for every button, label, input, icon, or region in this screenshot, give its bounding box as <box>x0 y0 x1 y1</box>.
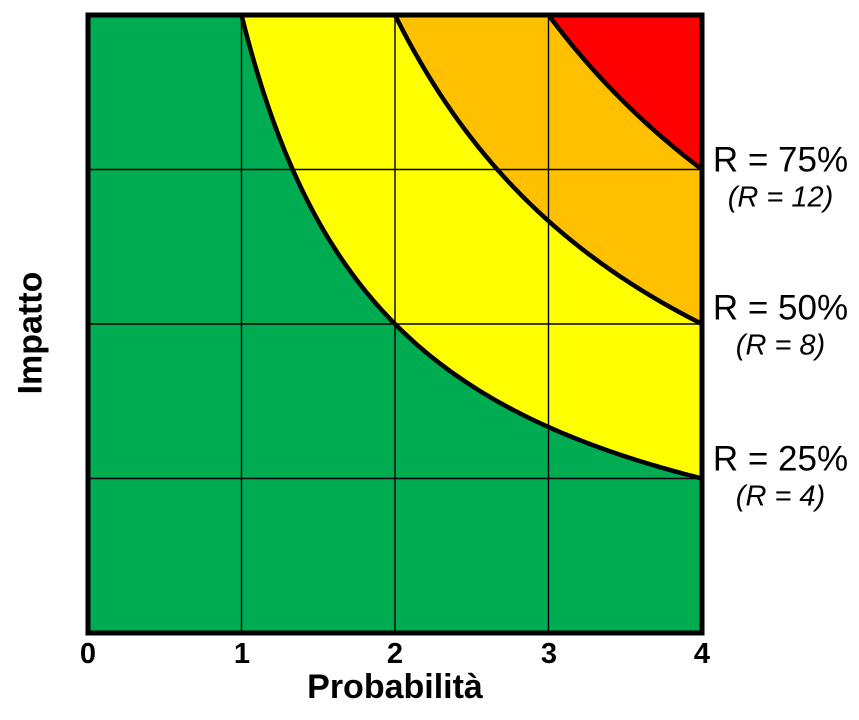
curve-label-r12: R = 75% (R = 12) <box>702 140 859 215</box>
iso-risk-curve-r12 <box>546 12 705 172</box>
curve-label-r8: R = 50% (R = 8) <box>702 288 859 363</box>
y-axis-title: Impatto <box>11 271 50 395</box>
x-tick-label-2: 2 <box>386 638 404 670</box>
x-axis-title: Probabilità <box>307 668 483 706</box>
x-tick-label-4: 4 <box>693 638 711 670</box>
x-tick-label-1: 1 <box>233 638 251 670</box>
region-r12 <box>548 15 702 170</box>
curve-label-r8-percent: R = 50% <box>712 288 849 328</box>
curve-label-r8-absolute: (R = 8) <box>735 329 826 362</box>
iso-risk-curve-r4 <box>239 12 705 481</box>
x-tick-label-3: 3 <box>540 638 558 670</box>
plot-border <box>85 12 705 636</box>
x-tick-label-0: 0 <box>79 638 97 670</box>
curve-label-r4: R = 25% (R = 4) <box>702 439 859 514</box>
curve-label-r4-percent: R = 25% <box>712 439 849 479</box>
curve-label-r12-percent: R = 75% <box>712 140 849 180</box>
iso-risk-curve-r8 <box>392 12 705 327</box>
curve-label-r12-absolute: (R = 12) <box>727 181 834 214</box>
curve-label-r4-absolute: (R = 4) <box>735 480 826 513</box>
